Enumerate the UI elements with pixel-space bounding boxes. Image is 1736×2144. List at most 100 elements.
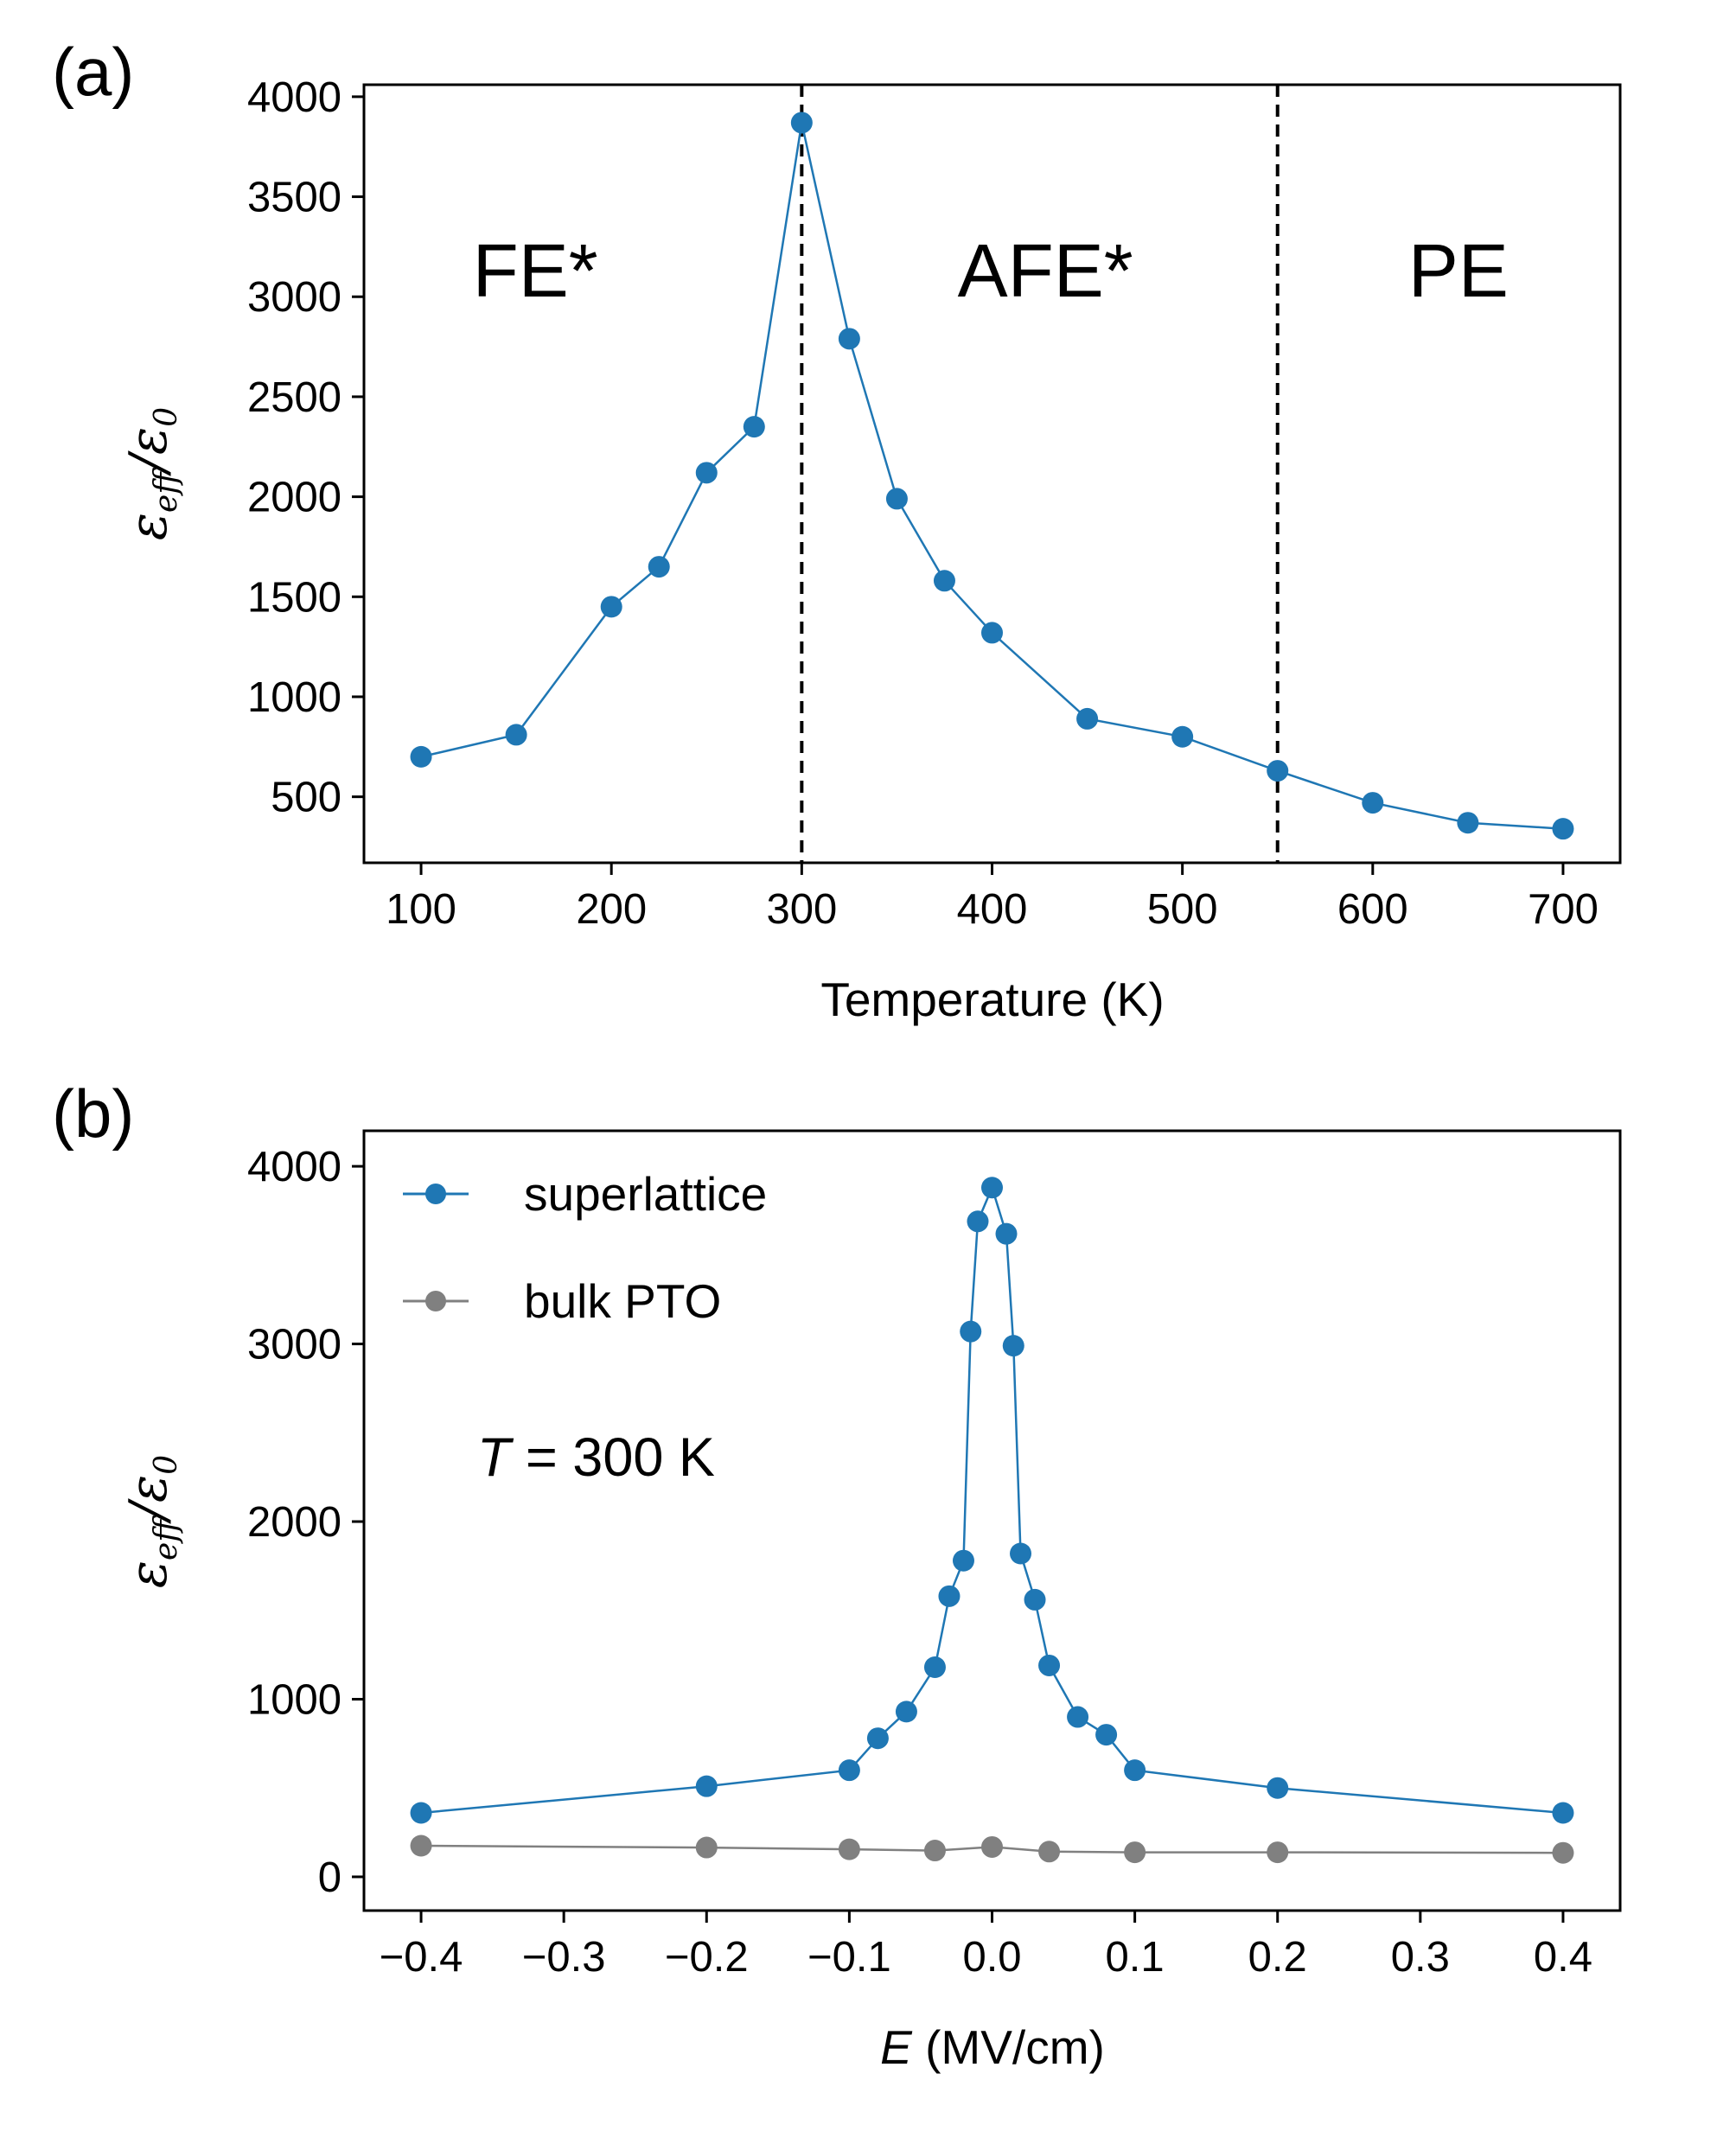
y-tick-label: 4000 <box>247 1144 341 1190</box>
data-point <box>866 1727 889 1750</box>
panel-a-x-ticks: 100 200 300 400 500 600 700 <box>386 863 1599 933</box>
data-point <box>600 596 622 618</box>
data-point <box>695 1836 718 1859</box>
data-point <box>410 1835 432 1857</box>
data-point <box>1552 1841 1574 1864</box>
x-tick-label: −0.2 <box>665 1934 749 1981</box>
data-point <box>1038 1654 1061 1676</box>
data-point <box>923 1656 946 1679</box>
x-tick-label: −0.3 <box>522 1934 606 1981</box>
legend-bulk-label: bulk PTO <box>524 1274 721 1328</box>
data-point <box>981 622 1003 644</box>
panel-a-label: (a) <box>52 34 134 110</box>
y-tick-label: 4000 <box>247 74 341 121</box>
ylabel-b-mid: /ε <box>118 1475 179 1524</box>
ylabel-a-sub2: 0 <box>149 407 184 427</box>
data-point <box>967 1210 989 1233</box>
data-point <box>981 1177 1003 1199</box>
ylabel-a-mid: /ε <box>118 427 179 476</box>
panel-b-y-ticks: 0 1000 2000 3000 4000 <box>247 1144 364 1901</box>
data-point <box>838 328 860 350</box>
panel-b-series <box>410 1177 1574 1864</box>
panel-a-x-axis-label: Temperature (K) <box>820 973 1164 1026</box>
panel-a-frame <box>362 83 1622 865</box>
y-tick-label: 3000 <box>247 1322 341 1369</box>
panel-a-y-ticks: 500 1000 1500 2000 2500 3000 3500 4000 <box>247 74 364 821</box>
y-tick-label: 1000 <box>247 1676 341 1723</box>
data-point <box>1124 1759 1146 1782</box>
data-point <box>923 1840 946 1862</box>
y-tick-label: 500 <box>271 775 341 821</box>
ylabel-b-sub2: 0 <box>149 1455 184 1475</box>
legend-superlattice-label: superlattice <box>524 1167 767 1221</box>
x-tick-label: 0.4 <box>1534 1934 1592 1981</box>
panel-a-region-labels: FE* AFE* PE <box>473 229 1509 313</box>
data-point <box>1095 1724 1118 1746</box>
x-tick-label: −0.4 <box>380 1934 463 1981</box>
x-tick-label: 100 <box>386 886 456 933</box>
panel-a-y-axis-label: εeff/ε0 <box>118 407 184 540</box>
panel-b-legend: superlattice bulk PTO <box>403 1167 767 1328</box>
data-point <box>995 1222 1018 1245</box>
x-tick-label: 0.2 <box>1248 1934 1307 1981</box>
data-point <box>1002 1335 1024 1357</box>
region-label: PE <box>1408 229 1509 313</box>
x-tick-label: 0.3 <box>1391 1934 1450 1981</box>
annotation-italic: T <box>477 1427 514 1488</box>
legend-superlattice-marker <box>425 1184 446 1204</box>
panel-a: (a) FE* AFE* PE 100 200 300 400 500 600 700 5001… <box>52 34 1622 1026</box>
data-point <box>981 1835 1003 1858</box>
data-point <box>1267 1841 1289 1864</box>
y-tick-label: 2500 <box>247 374 341 421</box>
annotation-rest: = 300 K <box>510 1427 714 1488</box>
data-point <box>695 1775 718 1797</box>
panel-a-series <box>410 112 1574 840</box>
ylabel-a-sub1: eff <box>149 468 184 513</box>
data-point <box>1067 1706 1089 1728</box>
data-point <box>1267 760 1289 782</box>
data-point <box>895 1701 917 1723</box>
panel-b-annotation: T = 300 K <box>477 1427 715 1488</box>
x-tick-label: 400 <box>957 886 1028 933</box>
y-tick-label: 2000 <box>247 475 341 521</box>
ylabel-b-sub1: eff <box>149 1515 184 1560</box>
data-point <box>790 112 813 134</box>
region-label: FE* <box>473 229 598 313</box>
ylabel-a-base: ε <box>118 513 179 540</box>
x-tick-label: 600 <box>1337 886 1408 933</box>
data-point <box>410 1802 432 1824</box>
data-point <box>1171 725 1194 748</box>
data-point <box>1267 1777 1289 1799</box>
y-tick-label: 2000 <box>247 1499 341 1546</box>
data-point <box>695 462 718 484</box>
data-point <box>938 1585 961 1607</box>
y-tick-label: 3500 <box>247 175 341 221</box>
x-tick-label: 700 <box>1528 886 1599 933</box>
data-point <box>933 570 955 592</box>
y-tick-label: 3000 <box>247 274 341 321</box>
y-tick-label: 1000 <box>247 674 341 721</box>
x-tick-label: 300 <box>766 886 837 933</box>
xlabel-b-italic: E <box>880 2020 913 2074</box>
ylabel-b-base: ε <box>118 1560 179 1588</box>
data-point <box>1124 1841 1146 1864</box>
x-tick-label: 500 <box>1147 886 1218 933</box>
data-point <box>960 1320 982 1343</box>
y-tick-label: 0 <box>318 1854 341 1901</box>
data-point <box>1024 1588 1046 1611</box>
legend-bulk-marker <box>425 1291 446 1311</box>
data-point <box>1038 1841 1061 1863</box>
data-point <box>505 724 527 746</box>
panel-b-y-axis-label: εeff/ε0 <box>118 1455 184 1588</box>
panel-b: (b) −0.4 −0.3 −0.2 −0.1 0.0 0.1 0.2 0.3 0.4 0 100… <box>52 1075 1622 2074</box>
data-point <box>1552 818 1574 840</box>
x-tick-label: 0.1 <box>1106 1934 1165 1981</box>
data-point <box>952 1549 974 1572</box>
x-tick-label: 0.0 <box>962 1934 1021 1981</box>
x-tick-label: 200 <box>576 886 647 933</box>
region-label: AFE* <box>958 229 1133 313</box>
y-tick-label: 1500 <box>247 574 341 621</box>
data-point <box>1552 1802 1574 1824</box>
data-point <box>410 745 432 768</box>
